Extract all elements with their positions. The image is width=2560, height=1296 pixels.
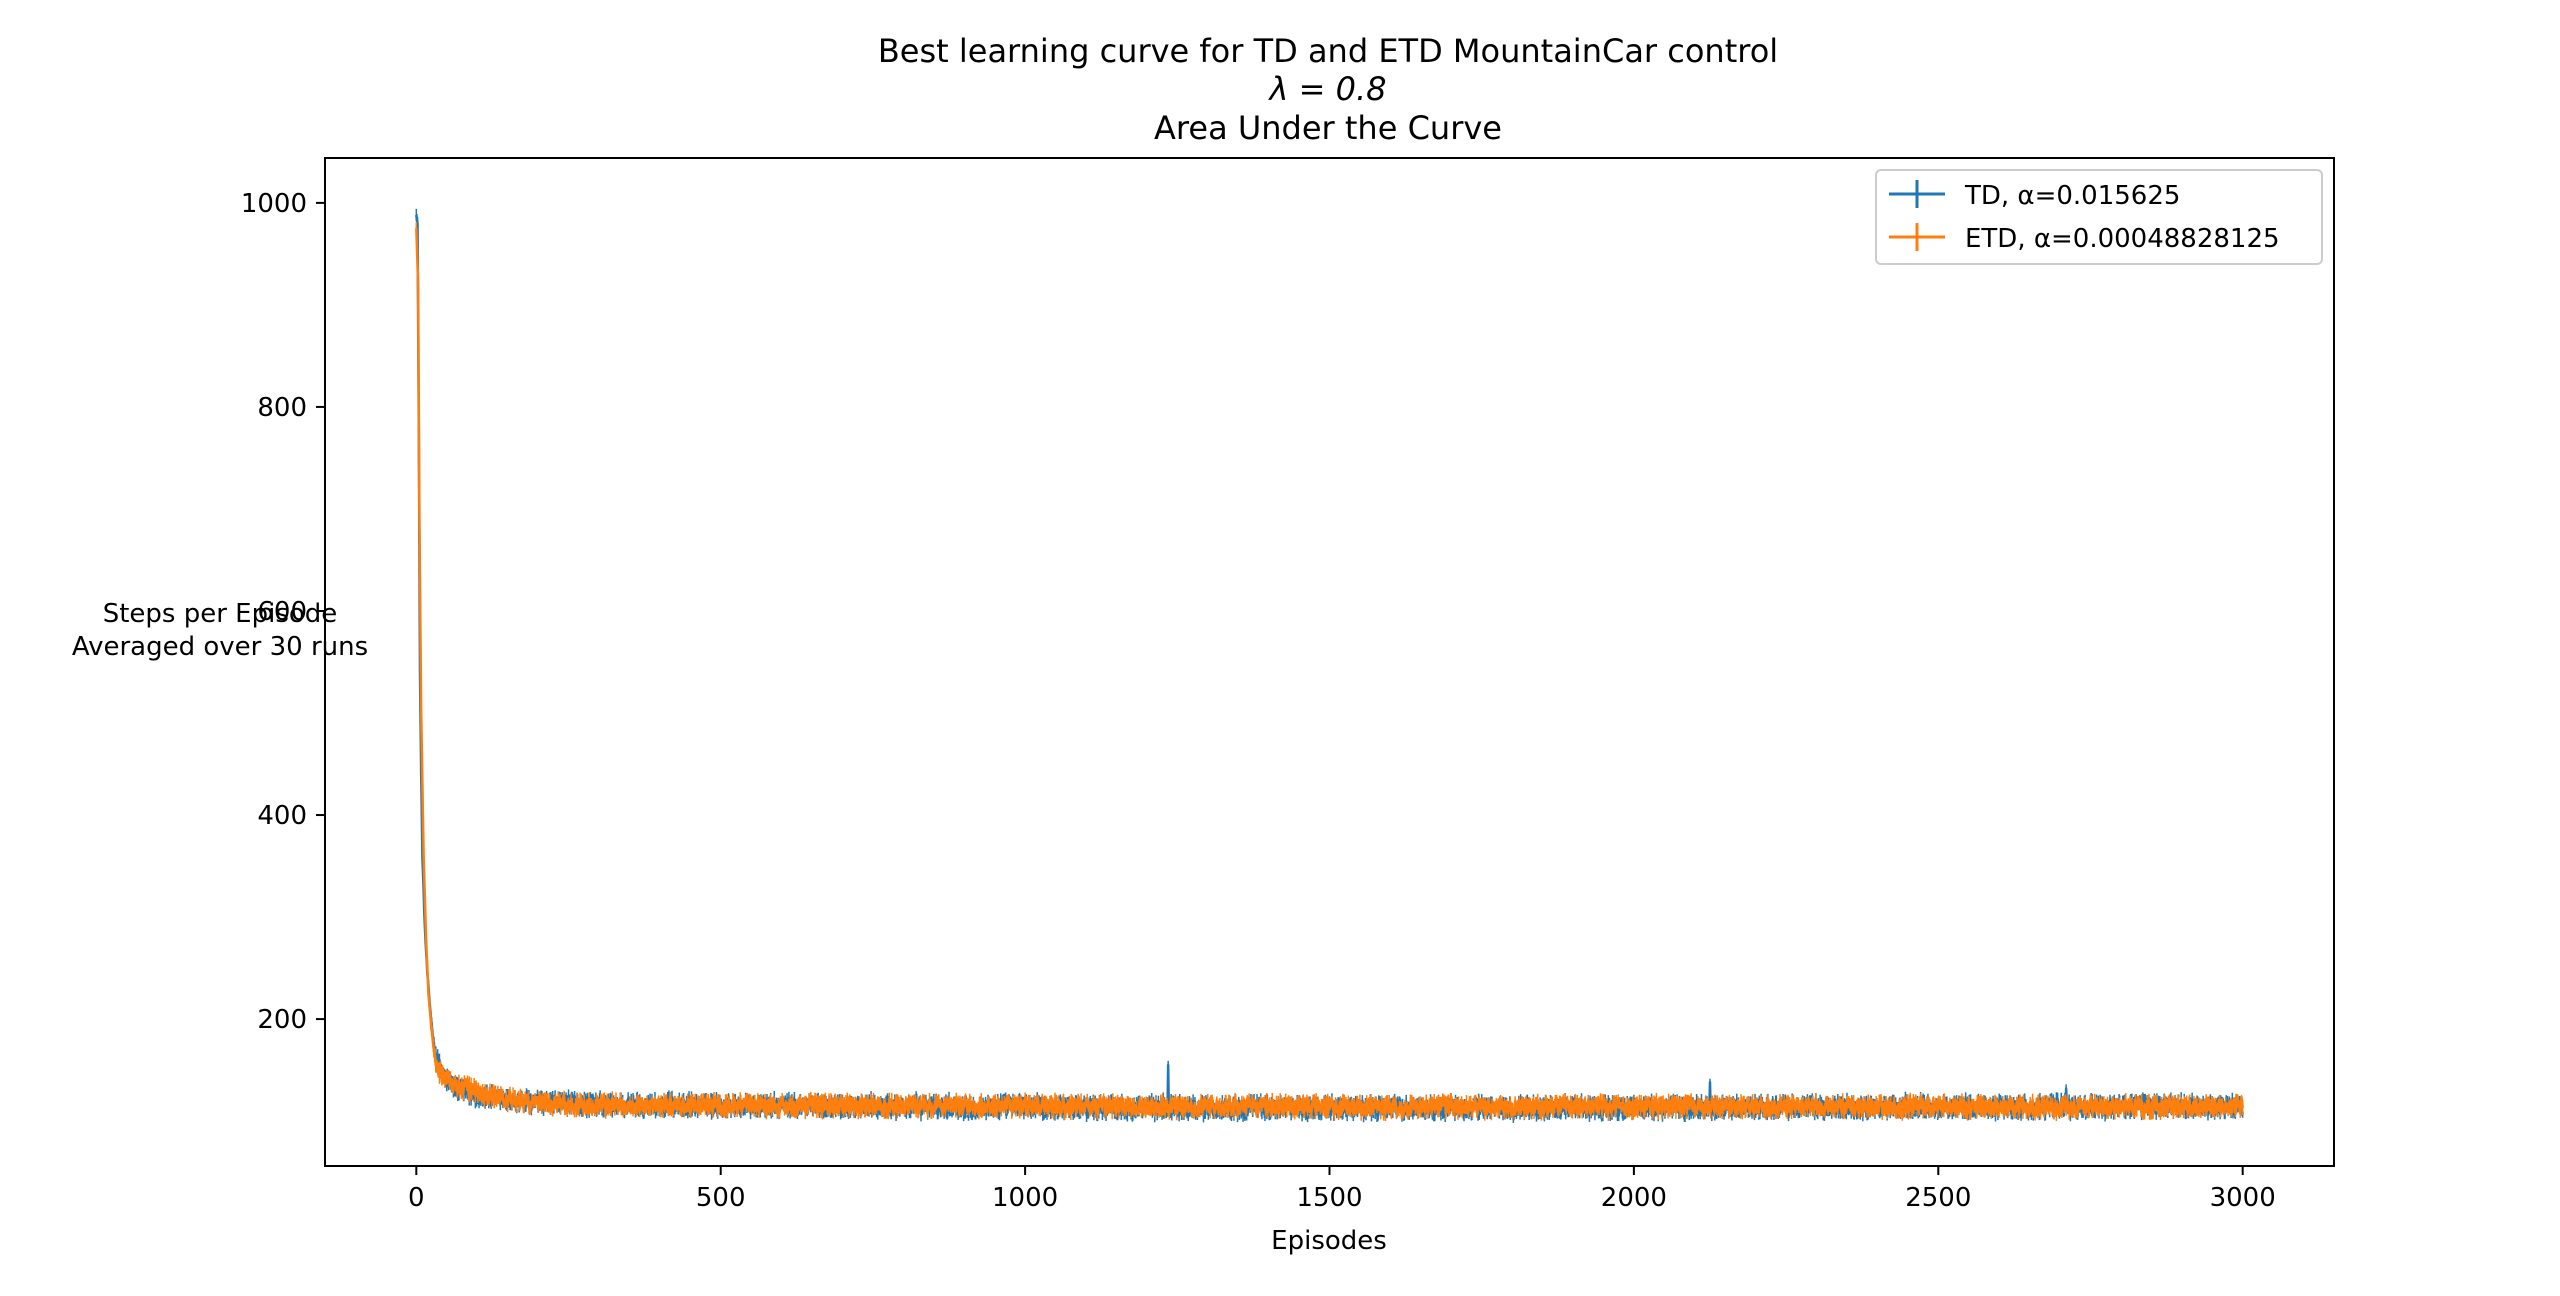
y-tick-label: 200 [257,1005,307,1035]
legend-label-td: TD, α=0.015625 [1964,181,2180,211]
axes-frame [324,157,2335,1167]
legend: TD, α=0.015625 ETD, α=0.00048828125 [1875,169,2323,265]
chart-title: Best learning curve for TD and ETD Mount… [878,32,1778,147]
y-axis-label: Steps per Episode Averaged over 30 runs [72,599,368,662]
y-axis-label-line-1: Steps per Episode [103,599,338,629]
series-line [415,214,2244,1118]
y-tick-label: 600 [257,597,307,627]
x-axis-ticks: 0 500 1000 1500 2000 2500 3000 [408,1166,2276,1213]
x-tick-label: 2500 [1905,1183,1971,1213]
chart-title-line-2: λ = 0.8 [1268,70,1387,108]
plot-area [415,208,2244,1123]
y-axis-label-line-2: Averaged over 30 runs [72,632,368,662]
chart-title-line-1: Best learning curve for TD and ETD Mount… [878,32,1778,70]
legend-entry-etd: ETD, α=0.00048828125 [1889,223,2280,254]
x-tick-label: 3000 [2210,1183,2276,1213]
series-td [415,208,2244,1123]
x-tick-label: 1000 [992,1183,1058,1213]
y-axis-ticks: 200 400 600 800 1000 [241,189,325,1035]
x-tick-label: 0 [408,1183,425,1213]
x-tick-label: 2000 [1601,1183,1667,1213]
series-etd [415,222,2244,1122]
error-bars [415,208,2244,1123]
legend-label-etd: ETD, α=0.00048828125 [1965,224,2280,254]
chart-title-line-3: Area Under the Curve [1154,109,1502,147]
x-axis-label: Episodes [1271,1226,1387,1256]
series-line [415,228,2244,1116]
y-tick-label: 1000 [241,189,307,219]
legend-box [1875,169,2323,265]
x-tick-label: 1500 [1296,1183,1362,1213]
y-tick-label: 800 [257,393,307,423]
y-tick-label: 400 [257,801,307,831]
error-bars [415,222,2244,1122]
legend-entry-td: TD, α=0.015625 [1889,180,2180,211]
x-tick-label: 500 [696,1183,746,1213]
